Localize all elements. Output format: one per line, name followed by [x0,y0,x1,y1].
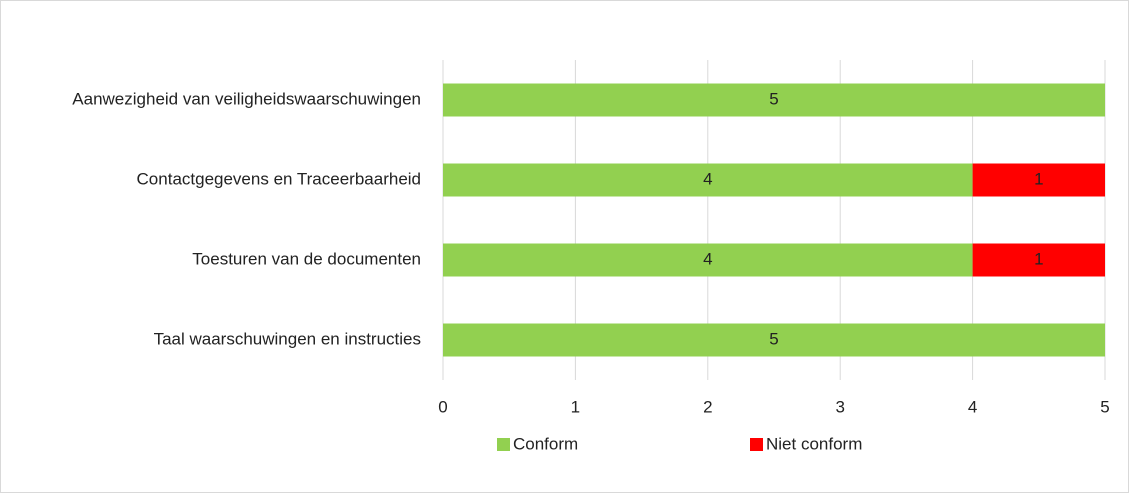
x-tick-label: 5 [1100,397,1109,416]
data-label: 4 [703,169,712,188]
data-label: 5 [769,329,778,348]
y-tick-label: Toesturen van de documenten [192,249,421,268]
bar-segment [443,83,1105,117]
bar-segment [443,323,1105,357]
legend-label: Conform [513,434,578,453]
y-tick-label: Taal waarschuwingen en instructies [154,329,421,348]
data-label: 5 [769,89,778,108]
x-tick-label: 4 [968,397,977,416]
y-tick-label: Contactgegevens en Traceerbaarheid [137,169,421,188]
data-label: 1 [1034,169,1043,188]
x-tick-label: 1 [571,397,580,416]
legend-label: Niet conform [766,434,862,453]
x-tick-label: 2 [703,397,712,416]
bar-segment [972,163,1105,197]
legend-swatch [497,438,510,451]
bar-segment [443,243,973,277]
legend-swatch [750,438,763,451]
bar-segment [443,163,973,197]
data-label: 4 [703,249,712,268]
x-tick-label: 3 [835,397,844,416]
y-tick-label: Aanwezigheid van veiligheidswaarschuwing… [72,89,421,108]
data-label: 1 [1034,249,1043,268]
bar-segment [972,243,1105,277]
x-tick-label: 0 [438,397,447,416]
